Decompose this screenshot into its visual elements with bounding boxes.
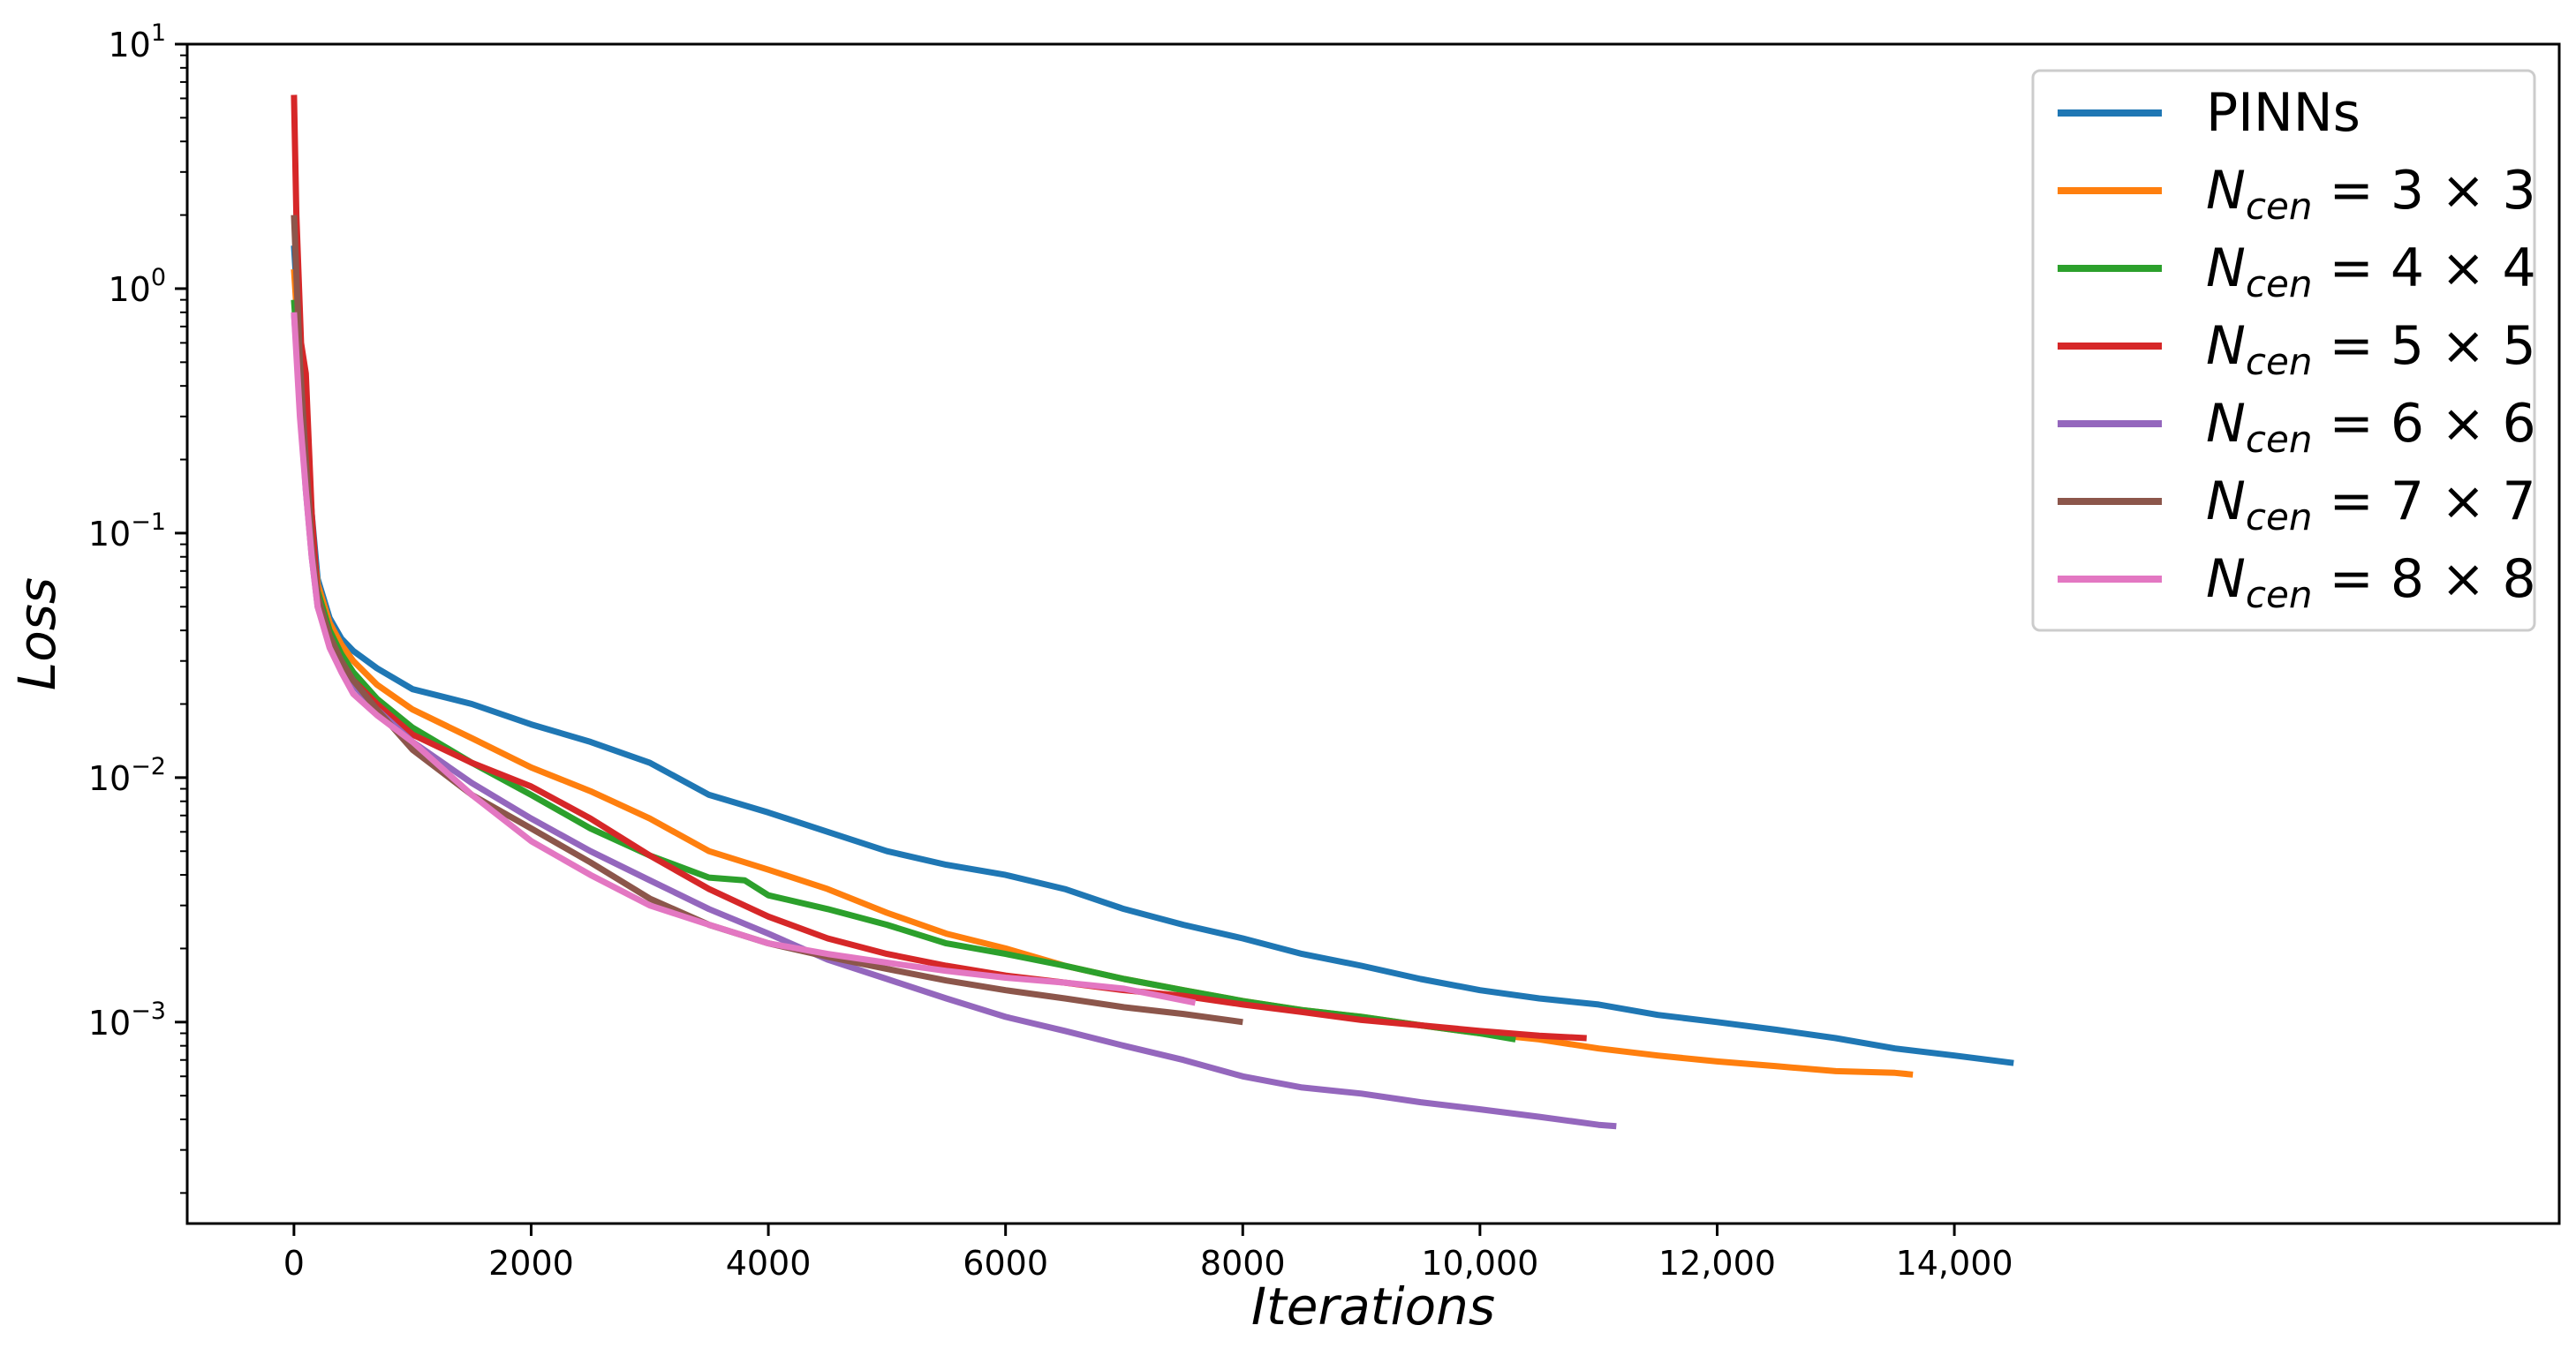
x-tick-label: 14,000 — [1896, 1244, 2013, 1283]
legend-label-4: Ncen = 5 × 5 — [2206, 315, 2536, 383]
legend: PINNs Ncen = 3 × 3 Ncen = 4 × 4 Ncen = 5 × … — [2031, 69, 2536, 632]
legend-label-2: Ncen = 3 × 3 — [2206, 160, 2536, 228]
y-tick-label: 101 — [108, 19, 166, 64]
legend-box — [2031, 69, 2536, 632]
x-tick-label: 4000 — [726, 1244, 812, 1283]
y-axis: 101 100 10−1 10−2 10−3 — [88, 19, 187, 1194]
x-tick-label: 6000 — [963, 1244, 1048, 1283]
plot-frame — [185, 42, 2561, 1225]
y-axis-title: Loss — [7, 577, 67, 690]
y-tick-label: 100 — [108, 264, 166, 309]
legend-label-5: Ncen = 6 × 6 — [2206, 393, 2536, 461]
x-tick-label: 10,000 — [1421, 1244, 1538, 1283]
y-tick-label: 10−3 — [88, 998, 166, 1043]
series-layer — [291, 94, 2014, 1130]
y-tick-label: 10−2 — [88, 753, 166, 798]
x-tick-label: 8000 — [1200, 1244, 1286, 1283]
legend-label-1: PINNs — [2206, 82, 2361, 144]
legend-label-6: Ncen = 7 × 7 — [2206, 471, 2536, 538]
y-tick-label: 10−1 — [88, 508, 166, 554]
x-tick-label: 12,000 — [1658, 1244, 1776, 1283]
legend-label-7: Ncen = 8 × 8 — [2206, 548, 2536, 616]
x-tick-label: 2000 — [488, 1244, 574, 1283]
x-tick-label: 0 — [283, 1244, 305, 1283]
x-axis-title: Iterations — [1251, 1276, 1495, 1337]
x-axis: 0 2000 4000 6000 8000 10,000 12,000 14,000 — [283, 1224, 2013, 1283]
legend-label-3: Ncen = 4 × 4 — [2206, 237, 2536, 305]
series-line-7 — [291, 312, 1197, 1006]
series-line-2 — [291, 268, 1914, 1078]
